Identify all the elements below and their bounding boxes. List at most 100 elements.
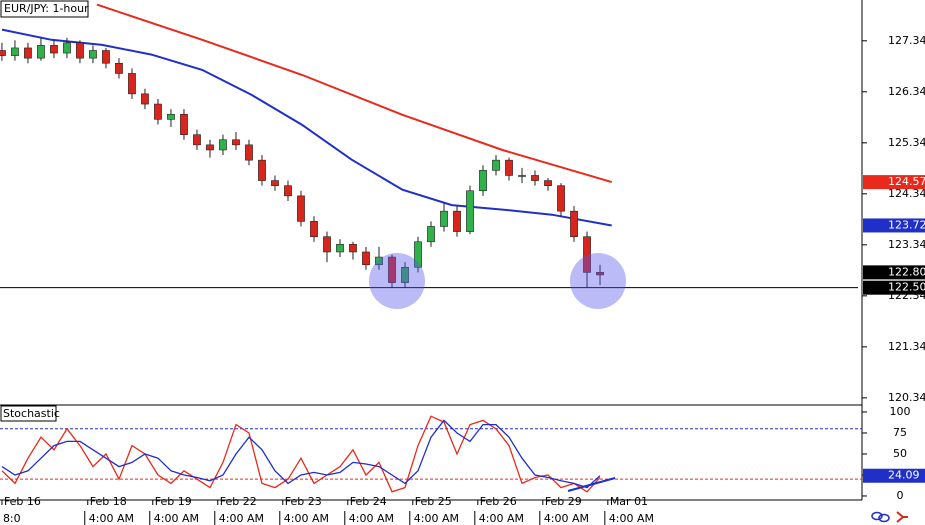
candle-body: [349, 244, 357, 253]
y-tick-label: 124.34: [888, 187, 925, 200]
candle-body: [570, 210, 578, 237]
candle-body: [544, 180, 552, 186]
highlight-circle: [570, 253, 626, 309]
panel-title: Stochastic: [3, 407, 60, 420]
candle-body: [557, 185, 565, 212]
candle-body: [414, 241, 422, 268]
title-box: [0, 405, 57, 422]
price-label-box: [863, 265, 925, 280]
x-tick-time-label: 4:00 AM: [219, 512, 264, 525]
candle-body: [583, 236, 591, 273]
x-tick-time-label: 4:00 AM: [89, 512, 134, 525]
x-tick-label: Feb 26: [480, 495, 517, 508]
candle-body: [479, 170, 487, 192]
x-tick-time-label: 4:00 AM: [349, 512, 394, 525]
price-label-box: [863, 175, 925, 190]
candle-body: [245, 144, 253, 161]
price-label-box: [863, 280, 925, 295]
candle-body: [375, 256, 383, 266]
candle-body: [206, 144, 214, 151]
x-tick-time-label: 4:00 AM: [414, 512, 459, 525]
title-box: [0, 0, 89, 18]
candle-body: [24, 47, 32, 59]
stochastic-panel: [0, 415, 862, 493]
highlight-circle: [369, 253, 425, 309]
stochastic-line: [1, 419, 601, 489]
x-tick-label: Feb 19: [155, 495, 192, 508]
divergence-line: [567, 477, 616, 492]
candle-body: [37, 45, 45, 59]
candle-body: [0, 50, 6, 56]
candle-body: [596, 272, 604, 276]
y-tick-label: 125.34: [888, 136, 925, 149]
candle-body: [50, 45, 58, 54]
candle-body: [63, 42, 71, 54]
y-tick-label: 121.34: [888, 340, 925, 353]
y-tick-label: 100: [890, 405, 911, 418]
y-tick-label: 50: [893, 447, 907, 460]
value-label-box: [863, 468, 925, 483]
x-tick-label: Feb 22: [220, 495, 257, 508]
price-panel: [0, 3, 858, 289]
candle-body: [284, 185, 292, 197]
candle-body: [336, 244, 344, 253]
candle-body: [193, 134, 201, 146]
candle-body: [427, 226, 435, 243]
candle-body: [362, 251, 370, 266]
candle-body: [167, 113, 175, 120]
y-tick-label: 120.34: [888, 391, 925, 404]
y-tick-label: 0: [897, 489, 904, 502]
price-label: 124.57: [888, 175, 925, 188]
x-tick-time-label: 4:00 AM: [154, 512, 199, 525]
candle-body: [102, 50, 110, 64]
candle-body: [505, 159, 513, 176]
price-label: 122.80: [888, 265, 925, 278]
candle-body: [115, 62, 123, 74]
candle-body: [128, 73, 136, 95]
x-tick-label: Feb 25: [415, 495, 452, 508]
x-tick-time-label: 4:00 AM: [544, 512, 589, 525]
candle-body: [11, 47, 19, 56]
axes: 127.34126.34125.34124.34123.34122.34121.…: [1, 34, 925, 525]
y-tick-label: 126.34: [888, 85, 925, 98]
x-tick-time-label: 4:00 AM: [479, 512, 524, 525]
y-tick-label: 127.34: [888, 34, 925, 47]
candle-body: [76, 42, 84, 59]
icon[interactable]: [871, 511, 883, 521]
candle-body: [388, 256, 396, 283]
link-icon[interactable]: [871, 511, 890, 523]
price-label: 123.72: [888, 218, 925, 231]
x-tick-label: Mar 01: [610, 495, 648, 508]
x-tick-label: Feb 24: [350, 495, 387, 508]
candle-body: [232, 139, 240, 146]
x-tick-time-label: 8:0: [3, 512, 21, 525]
candle-body: [531, 175, 539, 181]
stochastic-line: [1, 415, 601, 493]
x-tick-label: Feb 16: [4, 495, 41, 508]
y-tick-label: 75: [893, 426, 907, 439]
price-label-box: [863, 218, 925, 233]
x-tick-label: Feb 29: [545, 495, 582, 508]
x-tick-time-label: 4:00 AM: [609, 512, 654, 525]
x-tick-time-label: 4:00 AM: [284, 512, 329, 525]
icon[interactable]: [878, 513, 890, 523]
candle-body: [271, 180, 279, 186]
candle-body: [440, 210, 448, 227]
candle-body: [453, 210, 461, 232]
x-tick-label: Feb 18: [90, 495, 127, 508]
y-tick-label: 123.34: [888, 238, 925, 251]
x-tick-label: Feb 23: [285, 495, 322, 508]
candle-body: [180, 113, 188, 135]
value-label: 24.09: [888, 469, 920, 482]
candle-body: [492, 159, 500, 171]
candle-body: [466, 190, 474, 232]
candle-body: [141, 93, 149, 105]
candle-body: [518, 175, 526, 177]
candle-body: [401, 266, 409, 283]
candle-body: [219, 139, 227, 151]
arrow-icon[interactable]: [896, 511, 908, 523]
candle-body: [258, 159, 266, 181]
moving-average-line: [96, 3, 612, 184]
